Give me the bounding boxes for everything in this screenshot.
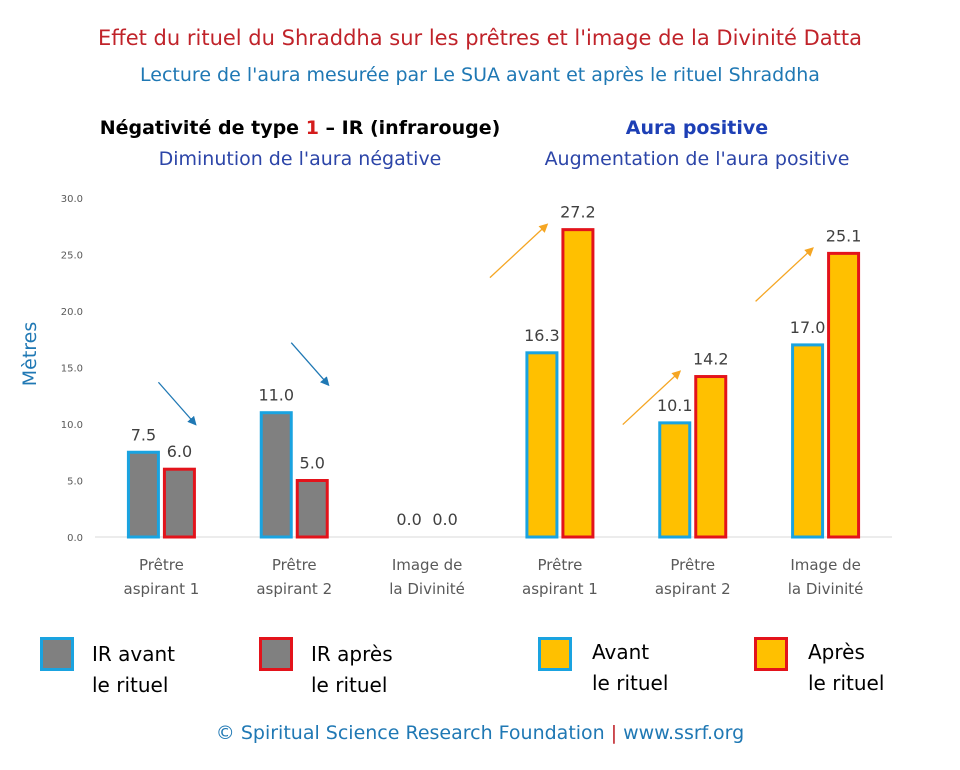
x-tick-label: aspirant 1 (522, 580, 598, 598)
footer-credit: © Spiritual Science Research Foundation |… (0, 722, 960, 744)
legend-line1: Après (808, 640, 865, 664)
y-tick-label: 15.0 (61, 364, 83, 375)
legend-label-ir-after: IR après le rituel (311, 639, 393, 701)
footer-org: © Spiritual Science Research Foundation (215, 722, 605, 744)
down-arrow-icon (157, 381, 197, 426)
data-label: 7.5 (131, 425, 156, 444)
left-heading-suffix: – IR (infrarouge) (318, 117, 501, 139)
x-tick-label: Prêtre (670, 556, 715, 574)
data-label: 16.3 (524, 326, 560, 345)
legend-line1: IR après (311, 642, 393, 666)
bar (658, 421, 692, 539)
left-heading-prefix: Négativité de type (99, 117, 306, 139)
legend-line2: le rituel (92, 673, 169, 697)
x-tick-label: la Divinité (389, 580, 465, 598)
footer-website[interactable]: www.ssrf.org (623, 722, 745, 744)
bar (791, 343, 825, 539)
left-heading-number: 1 (305, 117, 319, 139)
x-tick-label: aspirant 1 (124, 580, 200, 598)
legend-label-before: Avant le rituel (592, 637, 668, 699)
down-arrow-icon (290, 342, 330, 387)
data-label: 10.1 (657, 396, 693, 415)
y-tick-label: 25.0 (61, 251, 83, 262)
x-tick-label: aspirant 2 (655, 580, 731, 598)
legend-label-ir-before: IR avant le rituel (92, 639, 175, 701)
right-section-subheading: Augmentation de l'aura positive (544, 148, 850, 170)
y-tick-label: 30.0 (61, 194, 83, 205)
bar (694, 375, 728, 539)
legend-label-after: Après le rituel (808, 637, 884, 699)
legend-line2: le rituel (808, 671, 885, 695)
legend-swatch (538, 637, 572, 671)
chart-subtitle: Lecture de l'aura mesurée par Le SUA ava… (140, 64, 820, 86)
x-tick-label: Image de (392, 556, 463, 574)
x-tick-label: aspirant 2 (256, 580, 332, 598)
bar (126, 450, 160, 539)
bar-chart: 0.0 5.0 10.0 15.0 20.0 25.0 30.0 7.5 6.0 Prêtre as… (61, 194, 892, 598)
legend-line2: le rituel (311, 673, 388, 697)
left-section-heading: Négativité de type 1 – IR (infrarouge) (90, 117, 510, 139)
legend-swatch (40, 637, 74, 671)
data-label: 6.0 (167, 442, 192, 461)
legend-line1: IR avant (92, 642, 176, 666)
bar (295, 479, 329, 539)
x-tick-label: Prêtre (139, 556, 184, 574)
legend-swatch (259, 637, 293, 671)
x-tick-label: la Divinité (788, 580, 864, 598)
up-arrow-icon (755, 247, 814, 302)
data-label: 0.0 (432, 510, 457, 529)
bar (525, 351, 559, 539)
x-tick-label: Prêtre (538, 556, 583, 574)
legend-line1: Avant (592, 640, 650, 664)
legend-item-before (538, 637, 572, 671)
data-label: 25.1 (826, 226, 862, 245)
legend-line2: le rituel (592, 671, 669, 695)
data-label: 14.2 (693, 350, 729, 369)
x-tick-label: Image de (790, 556, 861, 574)
footer-separator: | (610, 722, 618, 744)
y-tick-label: 5.0 (67, 477, 83, 488)
up-arrow-icon (489, 223, 549, 279)
x-tick-label: Prêtre (272, 556, 317, 574)
data-label: 11.0 (258, 386, 294, 405)
bar (162, 467, 196, 539)
y-tick-label: 10.0 (61, 420, 83, 431)
bar (561, 228, 595, 539)
legend-item-ir-before (40, 637, 74, 671)
chart-title: Effet du rituel du Shraddha sur les prêt… (97, 26, 863, 50)
legend-swatch (754, 637, 788, 671)
data-label: 27.2 (560, 203, 596, 222)
up-arrow-icon (622, 370, 682, 426)
data-label: 17.0 (790, 318, 826, 337)
legend-item-after (754, 637, 788, 671)
data-label: 5.0 (300, 454, 325, 473)
right-section-heading: Aura positive (625, 117, 769, 139)
bar (259, 411, 293, 539)
bar (827, 251, 861, 539)
data-label: 0.0 (396, 510, 421, 529)
y-tick-label: 20.0 (61, 307, 83, 318)
legend-item-ir-after (259, 637, 293, 671)
y-tick-label: 0.0 (67, 533, 83, 544)
left-section-subheading: Diminution de l'aura négative (158, 148, 442, 170)
